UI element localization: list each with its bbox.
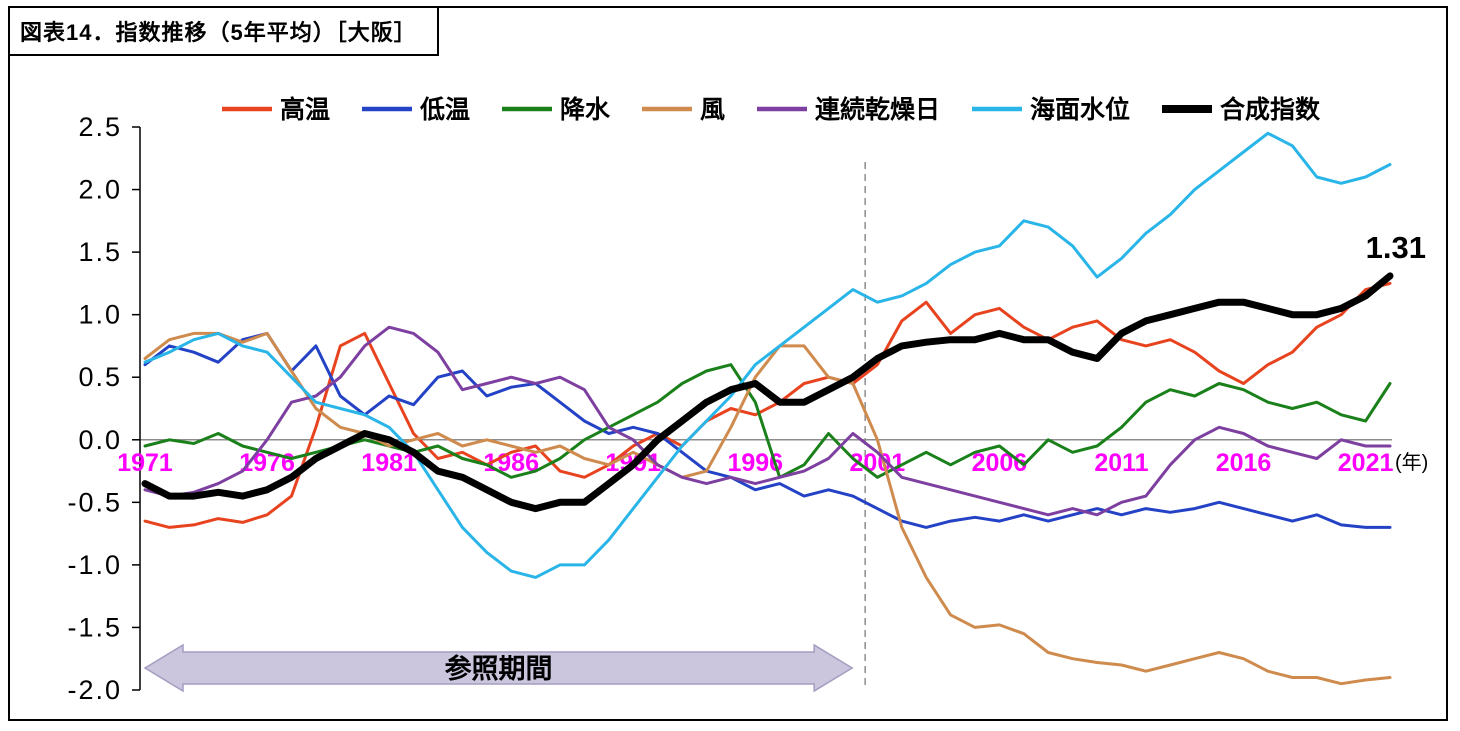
- x-tick-label: 1981: [361, 449, 417, 477]
- reference-period-label: 参照期間: [445, 653, 553, 684]
- legend-label-連続乾燥日: 連続乾燥日: [815, 95, 940, 124]
- figure-title: 図表14．指数推移（5年平均）［大阪］: [8, 6, 439, 56]
- x-axis-unit-label: (年): [1395, 451, 1428, 474]
- y-tick-label: -1.5: [67, 612, 122, 642]
- legend-label-風: 風: [700, 96, 725, 124]
- y-tick-label: 1.0: [78, 300, 122, 330]
- series-line-高温: [143, 281, 1392, 529]
- x-tick-label: 2011: [1094, 449, 1148, 477]
- x-tick-label: 2006: [972, 449, 1028, 477]
- final-value-annotation: 1.31: [1366, 230, 1426, 265]
- series-line-連続乾燥日: [143, 325, 1392, 517]
- series-line-風: [143, 331, 1392, 686]
- reference-period-arrow: [143, 643, 854, 693]
- series-line-海面水位: [143, 131, 1392, 579]
- y-tick-label: 1.5: [78, 237, 122, 267]
- x-tick-label: 1971: [117, 449, 173, 477]
- y-tick-label: 0.0: [78, 425, 122, 455]
- legend-label-海面水位: 海面水位: [1030, 95, 1130, 124]
- x-tick-label: 2016: [1216, 449, 1272, 477]
- legend-label-降水: 降水: [560, 96, 611, 124]
- legend-label-低温: 低温: [419, 96, 470, 124]
- x-tick-label: 2021: [1338, 449, 1394, 477]
- series-line-低温: [143, 331, 1392, 529]
- y-tick-label: 0.5: [78, 362, 122, 392]
- legend-label-高温: 高温: [280, 95, 330, 124]
- y-tick-label: 2.5: [78, 112, 122, 142]
- series-line-合成指数: [141, 272, 1394, 513]
- y-tick-label: -1.0: [67, 550, 122, 580]
- y-tick-label: -2.0: [67, 675, 122, 705]
- y-tick-label: -0.5: [67, 487, 122, 517]
- legend-label-合成指数: 合成指数: [1220, 95, 1321, 124]
- y-tick-label: 2.0: [78, 175, 122, 205]
